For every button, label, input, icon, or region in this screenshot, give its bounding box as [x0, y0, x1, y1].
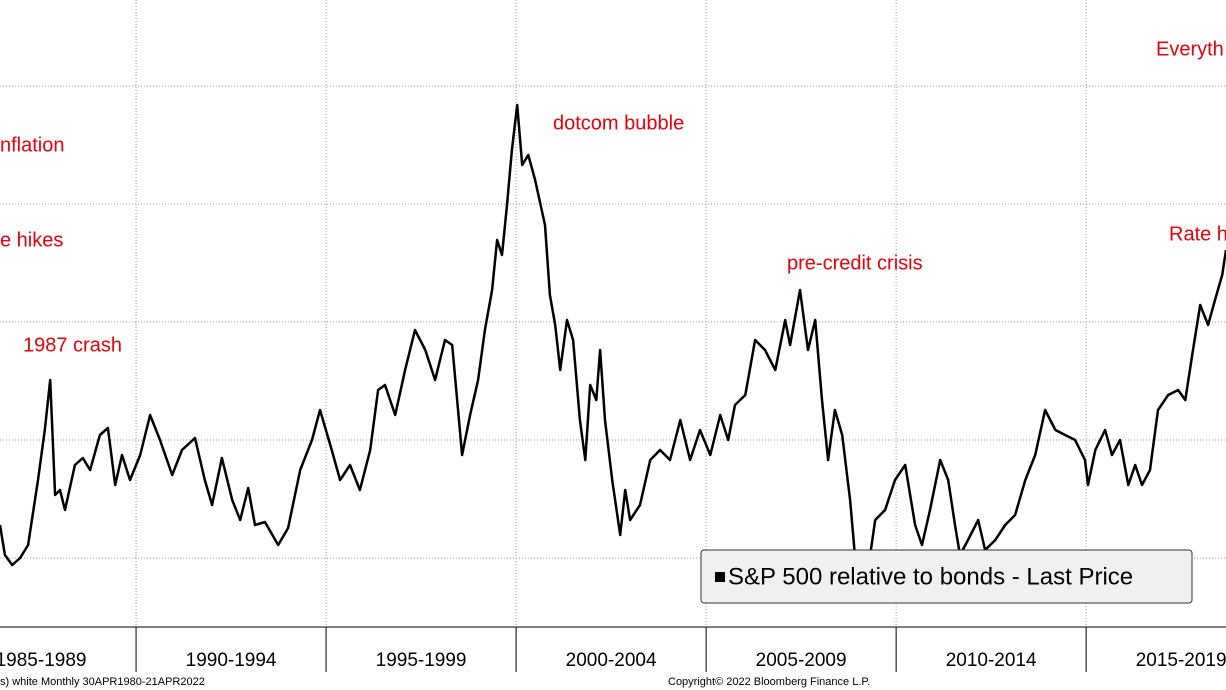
legend-box [700, 549, 1193, 604]
annotation: dotcom bubble [553, 112, 684, 134]
annotation: Rate h [1169, 223, 1226, 245]
line [0, 103, 1226, 577]
legend-label: S&P 500 relative to bonds - Last Price [728, 563, 1133, 590]
x-tick-label: 2005-2009 [756, 650, 847, 671]
annotation: e hikes [0, 229, 63, 251]
plot [0, 103, 1226, 577]
footer: s) white Monthly 30APR1980-21APR2022 [0, 676, 205, 688]
annotation: pre-credit crisis [787, 252, 923, 274]
annotation: 1987 crash [23, 334, 122, 356]
x-tick-label: 1985-1989 [0, 650, 86, 671]
annotation: nflation [0, 134, 65, 156]
x-tick-label: 2010-2014 [946, 650, 1037, 671]
x-tick-label: 1990-1994 [186, 650, 277, 671]
footer: Copyright© 2022 Bloomberg Finance L.P. [668, 676, 870, 688]
x-tick-label: 2000-2004 [566, 650, 657, 671]
grid [0, 0, 1226, 672]
x-tick-label: 2015-2019 [1136, 650, 1226, 671]
annotation: Everyth [1156, 38, 1224, 60]
legend: S&P 500 relative to bonds - Last Price [700, 549, 1193, 604]
x-tick-label: 1995-1999 [376, 650, 467, 671]
legend-swatch [715, 572, 725, 582]
